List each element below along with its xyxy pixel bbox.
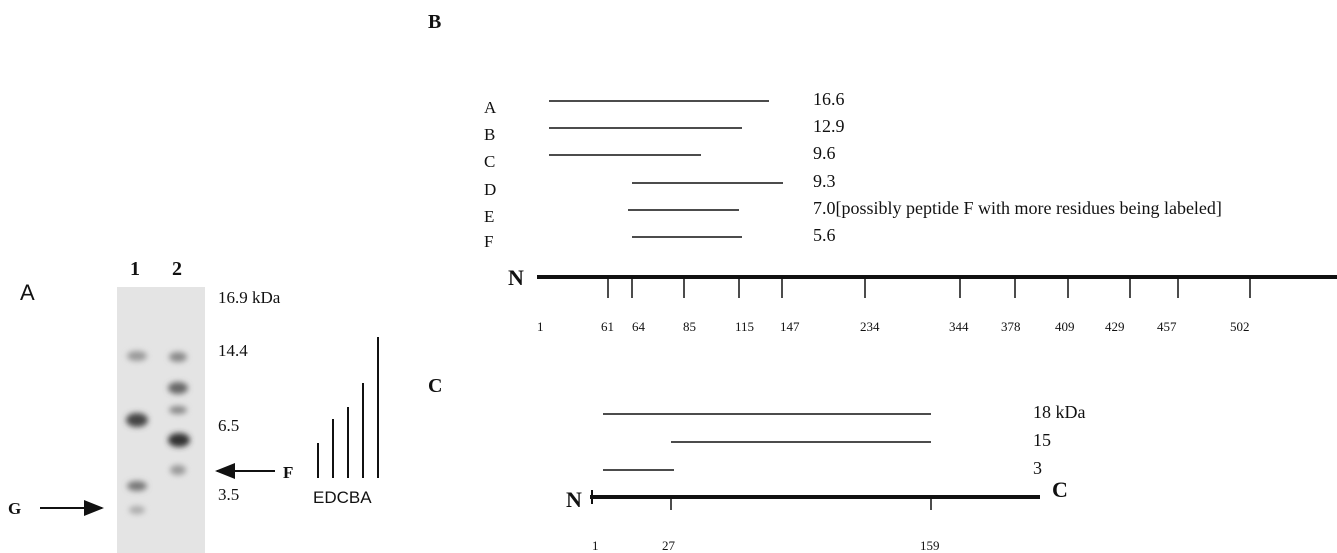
fragment-name: D [484,180,496,199]
arrow-label: G [8,499,21,518]
tick-label: 344 [949,319,969,334]
fragment-size: 7.0[possibly peptide F with more residue… [813,198,1222,218]
fragment-name: A [484,98,497,117]
panel-label: A [20,280,35,305]
tick-label: 429 [1105,319,1125,334]
panel-label: B [428,11,441,33]
tick-label: 64 [632,319,646,334]
tick-label: 61 [601,319,614,334]
fragment-size: 5.6 [813,225,836,245]
tick-label: 85 [683,319,696,334]
tick-label: 27 [662,538,676,553]
marker-label: 6.5 [218,416,239,435]
panel-label: C [428,375,442,397]
fragment-size: 9.6 [813,143,836,163]
fragment-size: 15 [1033,430,1051,450]
n-terminus: N [508,265,524,290]
fragment-name: F [484,232,493,251]
lane-label: 2 [172,258,182,280]
fragment-size: 18 kDa [1033,402,1086,422]
arrow-label: F [283,463,293,482]
fragment-size: 9.3 [813,171,836,191]
marker-label: 16.9 kDa [218,288,281,307]
marker-label: 14.4 [218,341,248,360]
marker-label: 3.5 [218,485,239,504]
tick-label: 378 [1001,319,1021,334]
tick-label: 115 [735,319,754,334]
fragment-size: 16.6 [813,89,845,109]
figure: A1216.9 kDa14.46.53.5GFEDCBABA16.6B12.9C… [0,0,1337,553]
fragment-size: 12.9 [813,116,845,136]
n-terminus: N [566,487,582,512]
tick-label: 1 [537,319,544,334]
c-terminus: C [1052,477,1068,502]
tick-label: 159 [920,538,940,553]
tick-label: 457 [1157,319,1177,334]
tick-label: 1 [592,538,599,553]
tick-label: 502 [1230,319,1250,334]
fragment-name: B [484,125,495,144]
lane-label: 1 [130,258,140,280]
fragment-name: E [484,207,494,226]
fragment-name: C [484,152,495,171]
tick-label: 234 [860,319,880,334]
tick-label: 409 [1055,319,1075,334]
tick-label: 147 [780,319,800,334]
fragment-size: 3 [1033,458,1042,478]
ladder-label: EDCBA [313,488,372,507]
